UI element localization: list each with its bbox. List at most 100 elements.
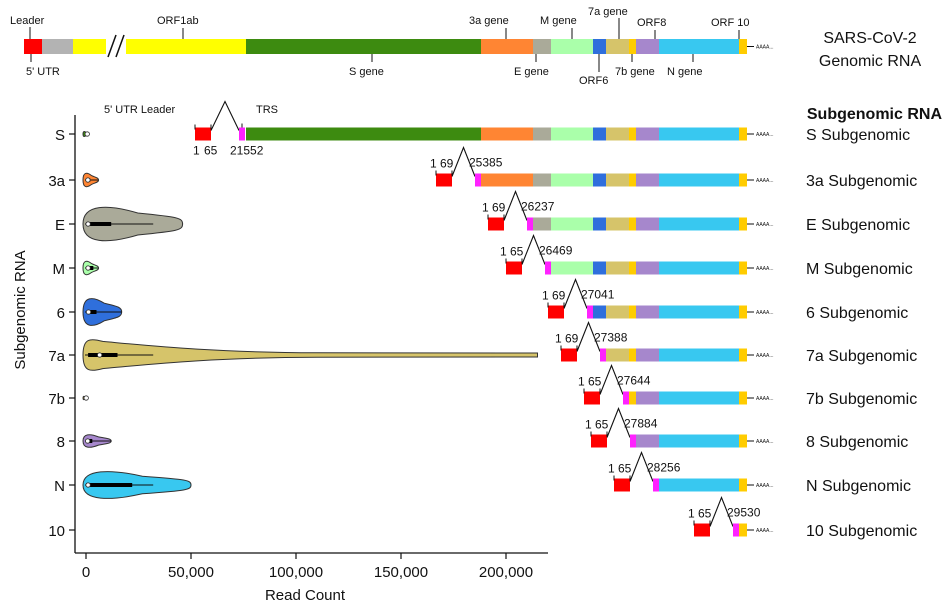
subgenomic-row-label: M Subgenomic — [806, 261, 913, 278]
subgenomic-row-label: E Subgenomic — [806, 217, 910, 234]
orf8-label: ORF8 — [637, 17, 666, 29]
genome-segment-10 — [739, 39, 747, 54]
7b-gene-label: 7b gene — [615, 66, 655, 78]
subgenomic-6-segment-6 — [593, 305, 606, 319]
subgenomic-polya: AAAA... — [756, 310, 774, 316]
subgenomic-leader-7a — [561, 348, 577, 362]
subgenomic-3a-segment-7a — [606, 173, 629, 187]
leader-start: 1 — [688, 507, 695, 521]
leader-start: 1 — [500, 245, 507, 259]
subgenomic-leader-6 — [548, 305, 564, 319]
subgenomic-header: 5' UTR Leader TRS Subgenomic RNA — [104, 104, 942, 123]
orf1ab-label: ORF1ab — [157, 15, 199, 27]
median-dot-6 — [85, 309, 92, 315]
subgenomic-trs-E — [527, 217, 533, 231]
subgenomic-7a-segment-8 — [636, 348, 659, 362]
junction-position: 21552 — [230, 144, 264, 158]
subgenomic-polya: AAAA... — [756, 439, 774, 445]
subgenomic-trs-10 — [733, 523, 739, 537]
orf10-label: ORF 10 — [711, 17, 750, 29]
subgenomic-polya: AAAA... — [756, 353, 774, 359]
utr-label: 5' UTR — [26, 66, 60, 78]
subgenomic-row-label: S Subgenomic — [806, 127, 910, 144]
subgenomic-M-segment-6 — [593, 261, 606, 275]
subgenomic-trs-M — [545, 261, 551, 275]
genome-segment-7b — [629, 39, 636, 54]
subgenomic-S-segment-8 — [636, 127, 659, 141]
subgenomic-10-segment-10 — [739, 523, 747, 537]
y-tick-label: 8 — [57, 434, 65, 451]
subgenomic-7b-segment-N — [659, 391, 739, 405]
genome-segment-8 — [636, 39, 659, 54]
genome-polya: AAAA... — [756, 45, 774, 51]
subgenomic-polya: AAAA... — [756, 528, 774, 534]
median-dot-S — [84, 131, 90, 137]
splice-junction-7a — [576, 321, 601, 352]
median-dot-7b — [83, 395, 89, 401]
subgenomic-6-segment-10 — [739, 305, 747, 319]
x-tick-label: 200,000 — [479, 564, 533, 581]
subgenomic-E-segment-E — [533, 217, 551, 231]
y-tick-label: E — [55, 217, 65, 234]
x-axis-title: Read Count — [265, 587, 346, 604]
subgenomic-row-label: 8 Subgenomic — [806, 434, 908, 451]
subgenomic-3a-segment-M — [551, 173, 593, 187]
subgenomic-M-segment-10 — [739, 261, 747, 275]
subgenomic-leader-E — [488, 217, 504, 231]
genome-break-slash — [107, 34, 117, 58]
median-dot-3a — [85, 177, 91, 183]
subgenomic-trs-7a — [600, 348, 606, 362]
subgenomic-E-segment-N — [659, 217, 739, 231]
subgenomic-8-segment-8 — [636, 434, 659, 448]
subgenomic-trs-8 — [630, 434, 636, 448]
genome-segment-S — [246, 39, 481, 54]
leader-start: 1 — [193, 144, 200, 158]
subgenomic-E-segment-7a — [606, 217, 629, 231]
genome-segment-N — [659, 39, 739, 54]
subgenomic-leader-7b — [584, 391, 600, 405]
genomic-rna-labels: Leader ORF1ab 3a gene M gene 7a gene ORF… — [10, 6, 921, 87]
x-tick-label: 150,000 — [374, 564, 428, 581]
y-tick-label: S — [55, 127, 65, 144]
subgenomic-row-label: 3a Subgenomic — [806, 173, 917, 190]
n-gene-label: N gene — [667, 66, 702, 78]
violin-7a — [82, 339, 538, 371]
leader-end: 65 — [698, 507, 712, 521]
leader-start: 1 — [482, 201, 489, 215]
splice-junction-E — [503, 190, 528, 221]
subgenomic-7a-segment-N — [659, 348, 739, 362]
genome-title-line2: Genomic RNA — [819, 53, 922, 70]
junction-position: 27644 — [617, 374, 651, 388]
leader-start: 1 — [542, 289, 549, 303]
orf6-label: ORF6 — [579, 75, 608, 87]
violin-axis-labels: Read Count Subgenomic RNA — [12, 250, 346, 604]
junction-position: 26469 — [539, 244, 573, 258]
subgenomic-row-label: 7b Subgenomic — [806, 391, 917, 408]
subgenomic-polya: AAAA... — [756, 178, 774, 184]
y-tick-label: 7a — [48, 348, 65, 365]
leader-end: 69 — [552, 289, 566, 303]
subgenomic-8-segment-N — [659, 434, 739, 448]
subgenomic-E-segment-6 — [593, 217, 606, 231]
subgenomic-N-segment-10 — [739, 478, 747, 492]
subgenomic-7b-segment-7b — [629, 391, 636, 405]
splice-junction-10 — [709, 496, 734, 527]
subgenomic-6-segment-7a — [606, 305, 629, 319]
subgenomic-7b-segment-8 — [636, 391, 659, 405]
subgenomic-polya: AAAA... — [756, 396, 774, 402]
subgenomic-row-label: 10 Subgenomic — [806, 523, 917, 540]
genome-segment-7a — [606, 39, 629, 54]
subgenomic-trs-6 — [587, 305, 593, 319]
subgenomic-S-segment-7a — [606, 127, 629, 141]
y-tick-label: M — [53, 261, 66, 278]
trs-label: TRS — [256, 104, 278, 116]
leader-end: 65 — [618, 462, 632, 476]
leader-start: 1 — [555, 332, 562, 346]
leader-end: 65 — [595, 418, 609, 432]
junction-position: 27041 — [581, 288, 615, 302]
x-tick-label: 100,000 — [269, 564, 323, 581]
e-gene-label: E gene — [514, 66, 549, 78]
y-tick-label: 7b — [48, 391, 65, 408]
subgenomic-8-segment-10 — [739, 434, 747, 448]
subgenomic-7a-segment-10 — [739, 348, 747, 362]
